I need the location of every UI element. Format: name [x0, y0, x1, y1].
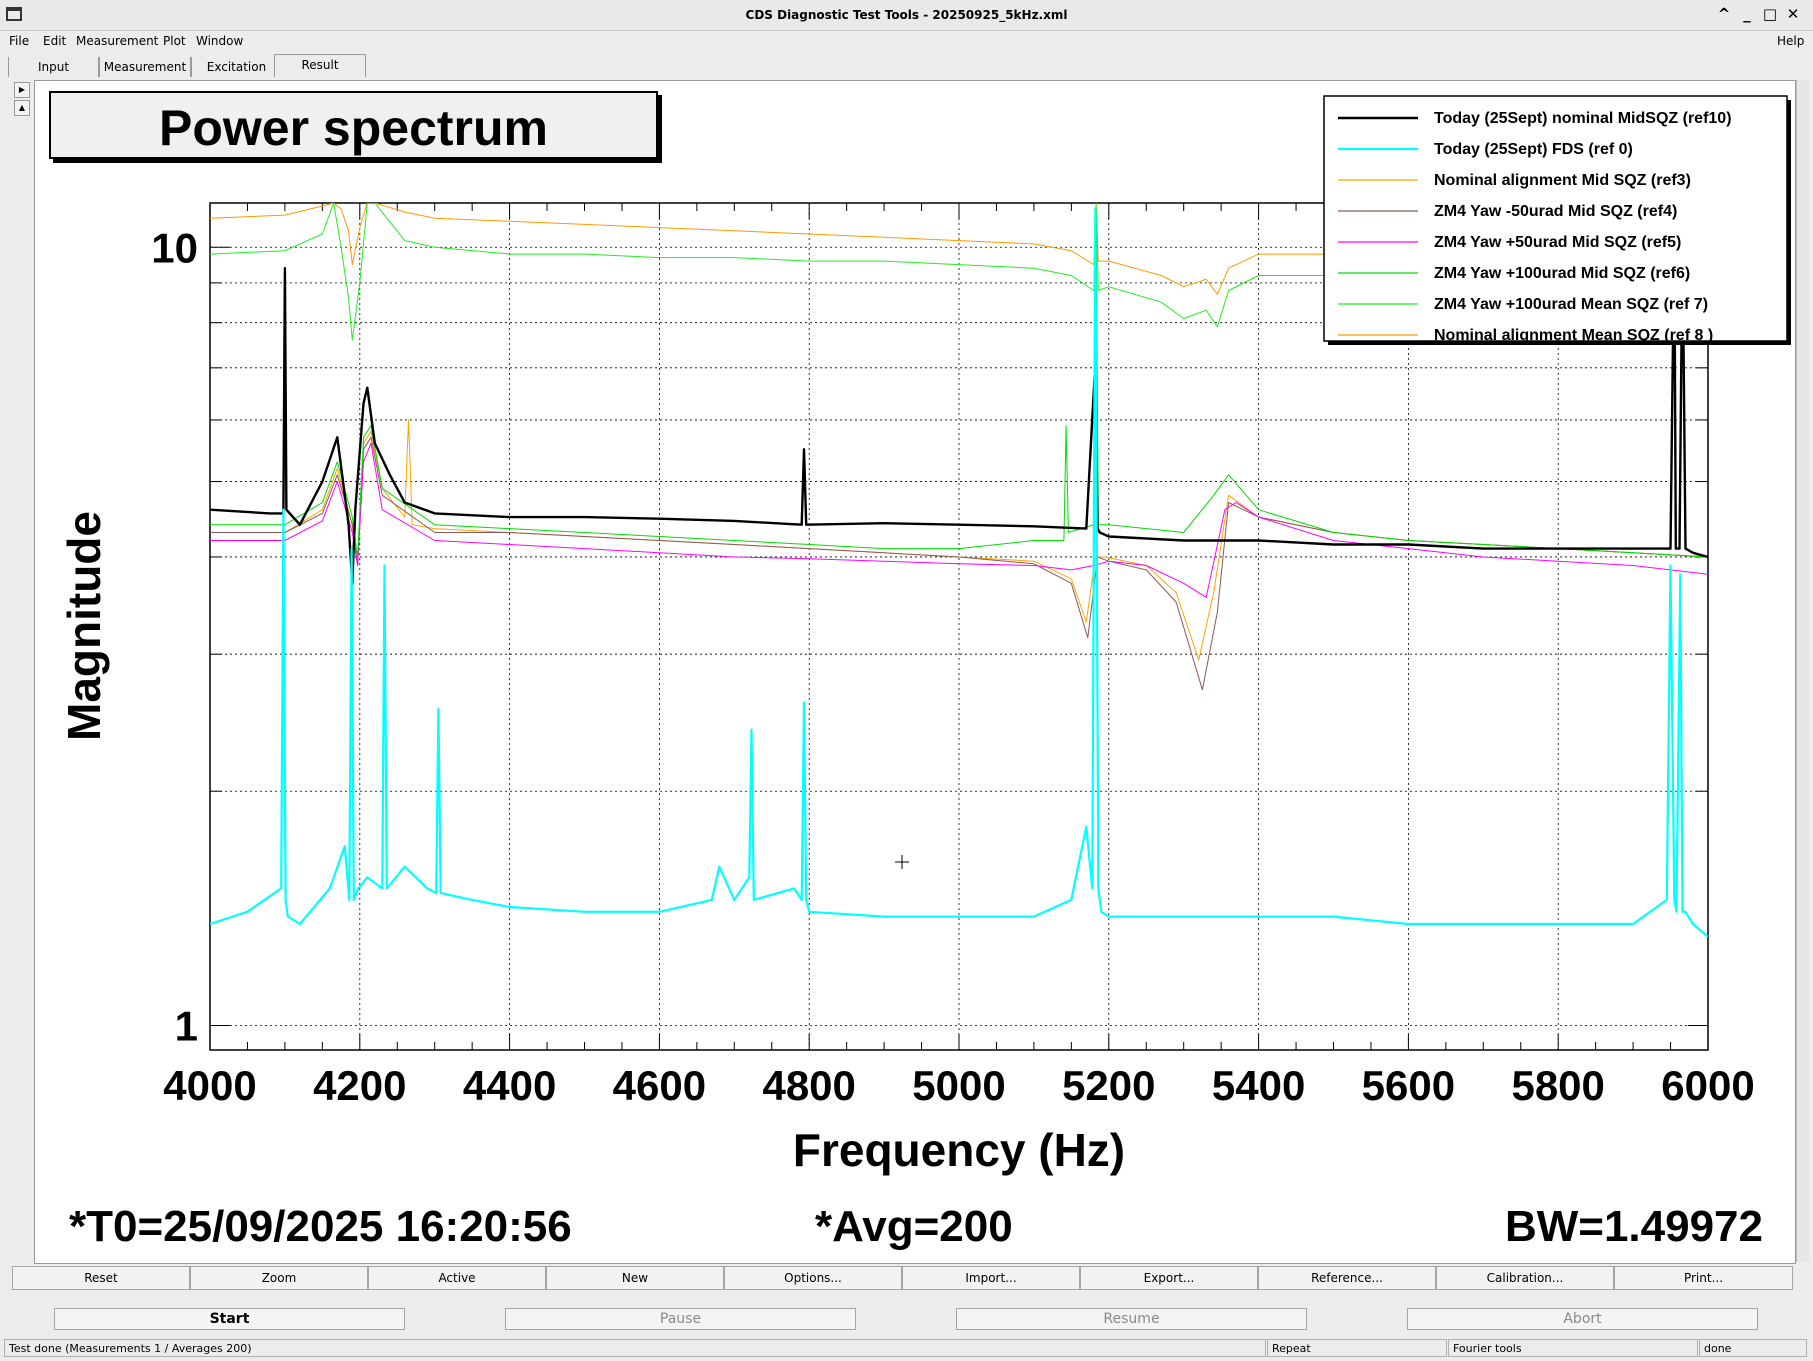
tab-result[interactable]: Result: [274, 54, 366, 77]
expand-right-icon[interactable]: ▶: [14, 82, 30, 98]
x-tick-label: 5200: [1062, 1062, 1155, 1109]
window-title: CDS Diagnostic Test Tools - 20250925_5kH…: [745, 8, 1068, 22]
maximize-window-icon[interactable]: □: [1762, 5, 1778, 23]
series-line: [210, 207, 1708, 938]
legend-entry: ZM4 Yaw +100urad Mid SQZ (ref6): [1434, 265, 1690, 282]
menu-measurement[interactable]: Measurement: [76, 34, 159, 48]
series-line: [210, 442, 1708, 598]
y-axis-label: Magnitude: [58, 511, 110, 741]
x-tick-label: 4800: [762, 1062, 855, 1109]
start-button[interactable]: Start: [54, 1308, 405, 1330]
series-line: [210, 214, 1708, 558]
x-axis-label: Frequency (Hz): [793, 1124, 1125, 1176]
series-line: [210, 203, 1708, 341]
calibration-button[interactable]: Calibration...: [1436, 1266, 1614, 1290]
tab-input[interactable]: Input: [8, 57, 99, 77]
import-button[interactable]: Import...: [902, 1266, 1080, 1290]
collapse-up-icon[interactable]: ▲: [14, 100, 30, 116]
status-repeat: Repeat: [1267, 1339, 1447, 1357]
series-line: [210, 203, 1708, 295]
export-button[interactable]: Export...: [1080, 1266, 1258, 1290]
menu-file[interactable]: File: [9, 34, 30, 48]
menu-window[interactable]: Window: [196, 34, 244, 48]
legend-entry: Today (25Sept) FDS (ref 0): [1434, 141, 1633, 158]
y-tick-label: 1: [175, 1002, 198, 1049]
x-tick-label: 4400: [463, 1062, 556, 1109]
plot-title: Power spectrum: [158, 100, 548, 156]
series-line: [210, 229, 1708, 585]
x-tick-label: 4000: [163, 1062, 256, 1109]
legend-entry: ZM4 Yaw -50urad Mid SQZ (ref4): [1434, 203, 1677, 220]
minimize-window-icon[interactable]: _: [1743, 5, 1751, 23]
power-spectrum-chart[interactable]: 4000 4200 4400 4600 4800 5000 5200 5400 5600 5800…: [35, 81, 1795, 1263]
title-bar: CDS Diagnostic Test Tools - 20250925_5kH…: [0, 0, 1813, 31]
legend-entry: Nominal alignment Mean SQZ (ref 8 ): [1434, 327, 1713, 344]
menu-edit[interactable]: Edit: [43, 34, 67, 48]
active-button[interactable]: Active: [368, 1266, 546, 1290]
status-message: Test done (Measurements 1 / Averages 200…: [4, 1339, 1266, 1357]
new-button[interactable]: New: [546, 1266, 724, 1290]
legend-entry: Nominal alignment Mid SQZ (ref3): [1434, 172, 1691, 189]
menu-bar: File Edit Measurement Plot Window Help: [0, 31, 1813, 53]
menu-help[interactable]: Help: [1777, 34, 1805, 48]
pause-button[interactable]: Pause: [505, 1308, 856, 1330]
status-bar: Test done (Measurements 1 / Averages 200…: [0, 1339, 1813, 1359]
legend-entry: ZM4 Yaw +50urad Mid SQZ (ref5): [1434, 234, 1681, 251]
resume-button[interactable]: Resume: [956, 1308, 1307, 1330]
status-tool: Fourier tools: [1448, 1339, 1698, 1357]
avg-label: *Avg=200: [815, 1202, 1013, 1251]
y-tick-label: 10: [151, 224, 198, 271]
status-state: done: [1699, 1339, 1807, 1357]
x-tick-label: 6000: [1661, 1062, 1754, 1109]
tab-measurement[interactable]: Measurement: [99, 57, 191, 77]
reference-button[interactable]: Reference...: [1258, 1266, 1436, 1290]
tab-excitation[interactable]: Excitation: [191, 57, 282, 77]
x-tick-label: 5800: [1511, 1062, 1604, 1109]
t0-label: *T0=25/09/2025 16:20:56: [69, 1202, 572, 1251]
shade-window-icon[interactable]: ^: [1717, 5, 1731, 23]
bw-label: BW=1.49972: [1505, 1202, 1763, 1251]
close-window-icon[interactable]: ✕: [1786, 5, 1800, 23]
window-icon: [6, 7, 22, 21]
abort-button[interactable]: Abort: [1407, 1308, 1758, 1330]
reset-button[interactable]: Reset: [12, 1266, 190, 1290]
zoom-button[interactable]: Zoom: [190, 1266, 368, 1290]
x-tick-label: 4600: [613, 1062, 706, 1109]
legend-box: [1323, 95, 1788, 342]
control-bar: Start Pause Resume Abort: [0, 1300, 1813, 1334]
print-button[interactable]: Print...: [1614, 1266, 1793, 1290]
x-tick-label: 4200: [313, 1062, 406, 1109]
plot-canvas[interactable]: 4000 4200 4400 4600 4800 5000 5200 5400 5600 5800…: [34, 80, 1796, 1264]
legend-entry: ZM4 Yaw +100urad Mean SQZ (ref 7): [1434, 296, 1708, 313]
plot-toolbar: Reset Zoom Active New Options... Import.…: [12, 1266, 1803, 1292]
options-button[interactable]: Options...: [724, 1266, 902, 1290]
x-tick-label: 5000: [912, 1062, 1005, 1109]
x-tick-label: 5600: [1362, 1062, 1455, 1109]
x-tick-label: 5400: [1212, 1062, 1305, 1109]
legend-entry: Today (25Sept) nominal MidSQZ (ref10): [1434, 110, 1732, 127]
vertical-scrollbar[interactable]: [1796, 80, 1809, 1262]
plot-title-box: Power spectrum: [49, 91, 658, 159]
menu-plot[interactable]: Plot: [163, 34, 186, 48]
